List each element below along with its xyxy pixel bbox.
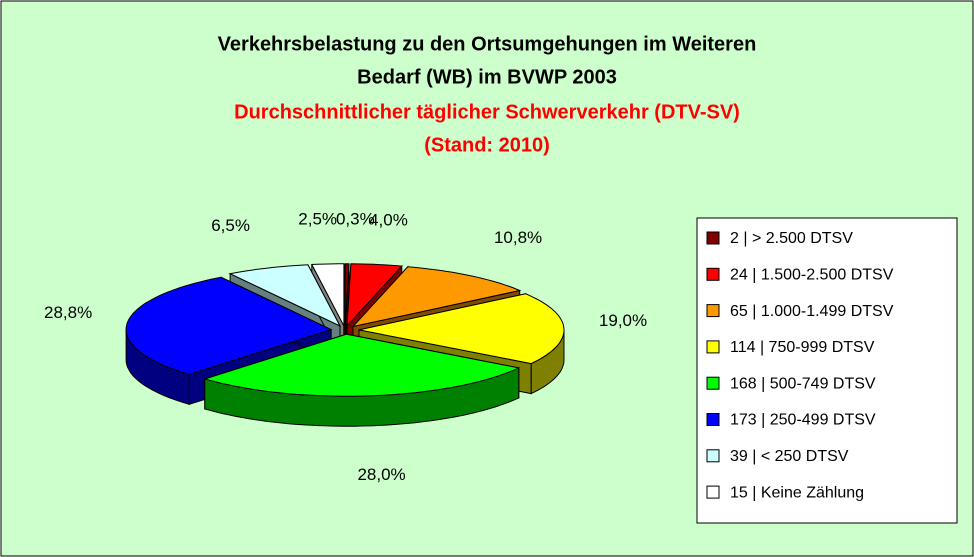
chart-title: Bedarf (WB) im BVWP 2003: [357, 66, 617, 88]
slice: [351, 266, 522, 328]
data-label: 19,0%: [599, 311, 647, 330]
legend-label: 173 | 250-499 DTSV: [730, 412, 876, 429]
data-label: 28,0%: [357, 465, 405, 484]
data-label: 6,5%: [211, 216, 250, 235]
legend-label: 2 | > 2.500 DTSV: [730, 230, 853, 247]
data-label: 28,8%: [44, 303, 92, 322]
legend-label: 168 | 500-749 DTSV: [730, 375, 876, 392]
slice: [125, 276, 333, 375]
data-label: 0,3%: [336, 209, 375, 228]
slice: [203, 333, 521, 397]
legend-label: 24 | 1.500-2.500 DTSV: [730, 267, 894, 284]
legend-swatch: [706, 376, 720, 390]
chart-subtitle: Durchschnittlicher täglicher Schwerverke…: [234, 101, 740, 123]
legend-label: 15 | Keine Zählung: [730, 484, 864, 501]
slice: [310, 263, 345, 327]
legend-swatch: [706, 413, 720, 426]
legend-swatch: [706, 231, 720, 245]
legend-label: 39 | < 250 DTSV: [730, 448, 849, 465]
legend-swatch: [706, 340, 720, 354]
legend-box: [696, 217, 958, 524]
slice: [346, 263, 403, 328]
legend-swatch: [706, 267, 720, 281]
legend-swatch: [706, 485, 720, 499]
data-label: 4,0%: [369, 210, 408, 229]
slice: [228, 264, 342, 328]
legend-label: 65 | 1.000-1.499 DTSV: [730, 303, 894, 320]
slice: [344, 263, 350, 326]
data-label: 2,5%: [298, 210, 337, 229]
legend-swatch: [706, 304, 720, 318]
chart-subtitle: (Stand: 2010): [424, 134, 550, 156]
chart-title: Verkehrsbelastung zu den Ortsumgehungen …: [218, 33, 757, 55]
slice: [358, 293, 565, 365]
legend-label: 114 | 750-999 DTSV: [730, 339, 875, 356]
legend-swatch: [706, 449, 720, 463]
data-label: 10,8%: [494, 228, 542, 247]
